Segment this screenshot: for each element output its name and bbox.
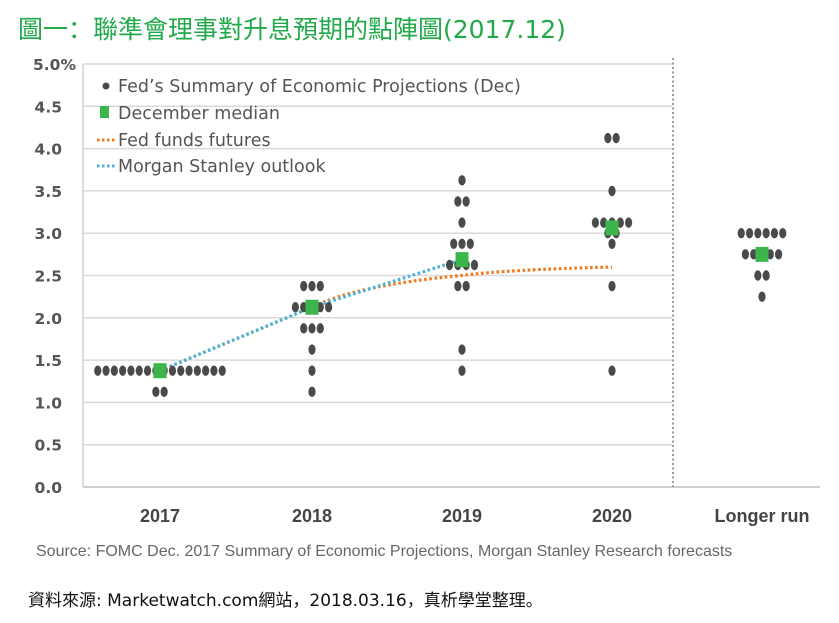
projection-dot xyxy=(218,365,226,376)
projection-dot xyxy=(458,217,466,228)
projection-dot xyxy=(754,270,762,281)
x-category-label-2019: 2019 xyxy=(442,506,482,526)
projection-dot xyxy=(741,249,750,260)
legend: Fed’s Summary of Economic Projections (D… xyxy=(97,77,521,177)
series-lines xyxy=(159,257,613,373)
projection-dot xyxy=(308,323,316,334)
projection-dot xyxy=(612,132,620,144)
projection-dot xyxy=(316,280,324,292)
projection-dot xyxy=(466,238,474,249)
projection-dot xyxy=(143,365,152,376)
y-tick-label: 0.0 xyxy=(35,479,63,497)
projection-dot xyxy=(291,302,299,313)
y-tick-label: 2.5 xyxy=(35,268,62,286)
projection-dot xyxy=(454,196,462,207)
legend-square-icon xyxy=(100,106,109,118)
legend-label-fed-projections: Fed’s Summary of Economic Projections (D… xyxy=(118,77,521,97)
median-marker-2017 xyxy=(153,363,167,379)
projection-dot xyxy=(454,280,462,292)
projection-dot xyxy=(300,323,308,334)
grid-lines xyxy=(83,63,672,446)
median-marker-2018 xyxy=(305,299,319,315)
projection-dot xyxy=(316,323,324,334)
legend-dot-icon xyxy=(102,82,110,90)
projection-dot xyxy=(308,386,316,398)
projection-dot xyxy=(308,280,316,292)
projection-dot xyxy=(193,365,201,376)
projection-dot xyxy=(168,365,177,376)
projection-dot xyxy=(135,365,143,376)
projection-dot xyxy=(110,365,118,376)
figure-title: 圖一：聯準會理事對升息預期的點陣圖(2017.12) xyxy=(18,15,566,44)
projection-dot xyxy=(152,386,160,398)
projection-dot xyxy=(458,344,466,355)
projection-dot xyxy=(300,280,308,292)
y-tick-label: 4.5 xyxy=(35,98,62,116)
y-tick-label: 5.0% xyxy=(33,56,76,74)
projection-dot xyxy=(625,217,633,228)
y-axis-ticks: 0.0 0.5 1.0 1.5 2.0 2.5 3.0 3.5 4.0 4.5 5.0% xyxy=(33,56,76,497)
projection-dot xyxy=(185,365,193,376)
legend-label-morgan-stanley: Morgan Stanley outlook xyxy=(118,157,326,177)
projection-dot xyxy=(119,365,127,376)
projection-dot xyxy=(325,302,333,313)
plot-frame xyxy=(82,58,820,488)
projection-dot xyxy=(775,249,783,260)
x-category-label-2020: 2020 xyxy=(592,506,632,526)
projection-dot xyxy=(762,228,770,239)
projection-dot xyxy=(458,365,466,376)
projection-dot xyxy=(779,228,787,239)
projection-dot xyxy=(462,196,470,207)
y-tick-label: 1.0 xyxy=(35,394,63,412)
series-line-fed-funds-futures xyxy=(159,265,613,373)
median-marker-longer-run xyxy=(755,246,769,262)
x-axis-categories: 2017 2018 2019 2020 Longer run xyxy=(140,506,810,526)
projection-dot xyxy=(450,238,458,249)
projection-dot xyxy=(608,365,616,376)
projection-dot xyxy=(608,185,616,197)
footnote-data-source: 資料來源: Marketwatch.com網站，2018.03.16，真析學堂整… xyxy=(28,591,543,611)
legend-label-december-median: December median xyxy=(118,104,280,124)
y-tick-label: 3.5 xyxy=(35,183,62,201)
x-category-label-longer-run: Longer run xyxy=(715,506,810,526)
projection-dot xyxy=(127,365,135,376)
y-tick-label: 2.0 xyxy=(35,310,63,328)
projection-dot xyxy=(102,365,110,376)
projection-dot xyxy=(754,228,762,239)
projection-dot xyxy=(160,386,168,398)
projection-dot xyxy=(737,228,745,239)
projection-dot xyxy=(458,175,466,186)
projection-dot xyxy=(758,291,766,302)
y-tick-label: 4.0 xyxy=(35,141,63,159)
y-tick-label: 0.5 xyxy=(35,437,62,455)
projection-dot xyxy=(762,270,770,281)
source-note: Source: FOMC Dec. 2017 Summary of Econom… xyxy=(36,543,732,560)
projection-dot xyxy=(470,259,479,271)
y-tick-label: 1.5 xyxy=(35,352,62,370)
x-category-label-2017: 2017 xyxy=(140,506,180,526)
projection-dot xyxy=(458,238,466,249)
x-category-label-2018: 2018 xyxy=(292,506,332,526)
projection-dot xyxy=(608,280,616,292)
projection-dot xyxy=(308,365,316,376)
projection-dot xyxy=(177,365,185,376)
projection-dot xyxy=(770,228,779,239)
projection-dot xyxy=(445,259,454,271)
legend-label-fed-funds-futures: Fed funds futures xyxy=(118,131,271,151)
median-marker-2019 xyxy=(455,252,469,268)
projection-dot xyxy=(462,280,470,292)
projection-dot xyxy=(202,365,210,376)
y-tick-label: 3.0 xyxy=(35,225,63,243)
projection-dot xyxy=(210,365,218,376)
projection-dot xyxy=(604,132,612,144)
projection-dot xyxy=(94,365,102,376)
median-marker-2020 xyxy=(605,220,619,236)
projection-dot xyxy=(308,344,316,355)
projection-dot xyxy=(745,228,754,239)
projection-dot xyxy=(608,238,616,249)
median-markers xyxy=(153,220,769,379)
projection-dot xyxy=(591,217,600,228)
projection-dots xyxy=(94,132,787,398)
